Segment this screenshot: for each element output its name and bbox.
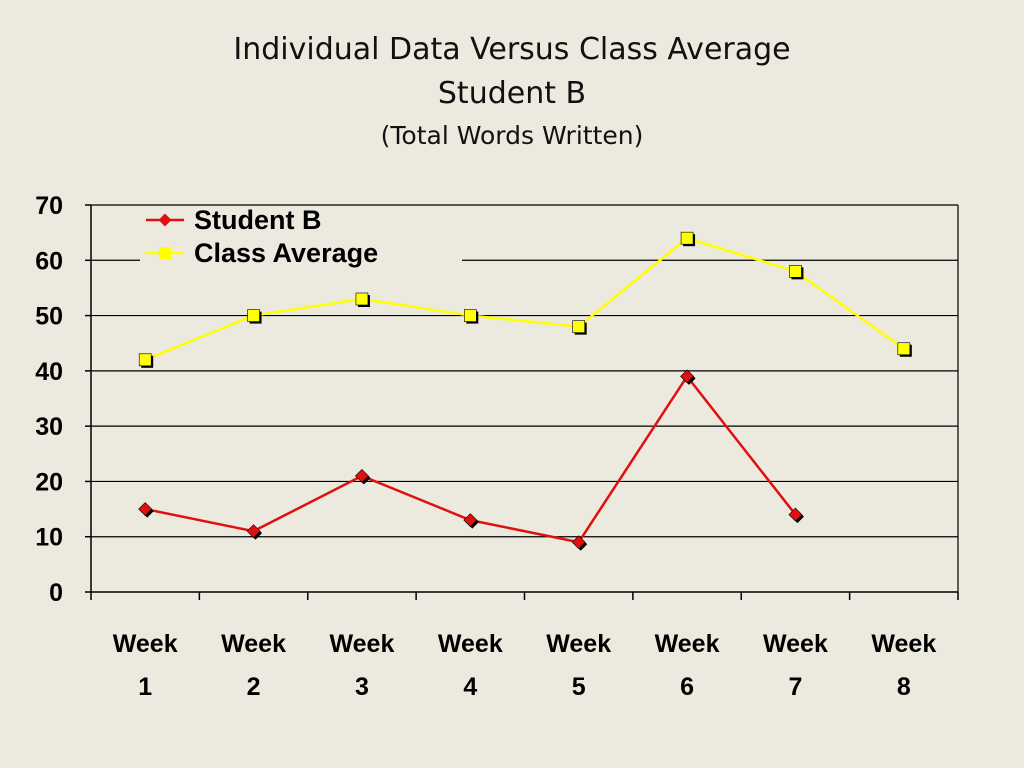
legend-box (140, 206, 462, 268)
title-line-1: Individual Data Versus Class Average (233, 32, 791, 67)
y-tick-label: 0 (49, 579, 63, 607)
x-tick-label: Week (113, 630, 178, 658)
y-tick-label: 10 (35, 524, 63, 552)
x-tick-label: 4 (463, 673, 477, 701)
class-average-point (789, 265, 802, 278)
class-average-point (355, 292, 369, 306)
title-line-3: (Total Words Written) (380, 121, 644, 150)
class-average-point (680, 231, 694, 245)
class-average-point (247, 309, 260, 322)
student-b-point (788, 507, 803, 522)
x-tick-label: Week (221, 630, 286, 658)
x-tick-label: Week (763, 630, 828, 658)
y-tick-label: 20 (35, 468, 63, 496)
x-tick-label: Week (871, 630, 936, 658)
class-average-line (144, 236, 905, 361)
student-b-point (246, 524, 261, 539)
x-tick-label: 7 (788, 673, 802, 701)
title-line-2: Student B (437, 76, 587, 111)
x-tick-label: Week (438, 630, 503, 658)
x-tick-label: 5 (572, 673, 586, 701)
class-average-point (464, 309, 477, 322)
legend-marker-student-b (158, 213, 172, 227)
x-tick-label: Week (330, 630, 395, 658)
student-b-point (463, 513, 478, 528)
x-tick-label: 2 (247, 673, 261, 701)
x-tick-label: 6 (680, 673, 694, 701)
y-tick-label: 30 (35, 413, 63, 441)
x-tick-label: Week (655, 630, 720, 658)
student-b-point (680, 369, 694, 384)
x-tick-label: 1 (138, 673, 152, 701)
class-average-point (897, 342, 911, 356)
legend-label-class-average: Class Average (194, 238, 378, 268)
class-average-point (138, 353, 152, 367)
x-tick-label: 3 (355, 673, 369, 701)
legend-marker-class-average (159, 247, 171, 259)
student-b-point (571, 535, 586, 550)
y-tick-label: 70 (35, 192, 63, 220)
y-tick-label: 50 (35, 303, 63, 331)
chart-title: Individual Data Versus Class Average Stu… (0, 28, 1024, 156)
y-tick-label: 60 (35, 247, 63, 275)
legend-label-student-b: Student B (194, 205, 322, 235)
student-b-point (355, 468, 369, 483)
y-tick-label: 40 (35, 358, 63, 386)
student-b-point (138, 502, 153, 516)
x-tick-label: Week (546, 630, 611, 658)
class-average-point (572, 320, 585, 333)
x-tick-label: 8 (897, 673, 911, 701)
